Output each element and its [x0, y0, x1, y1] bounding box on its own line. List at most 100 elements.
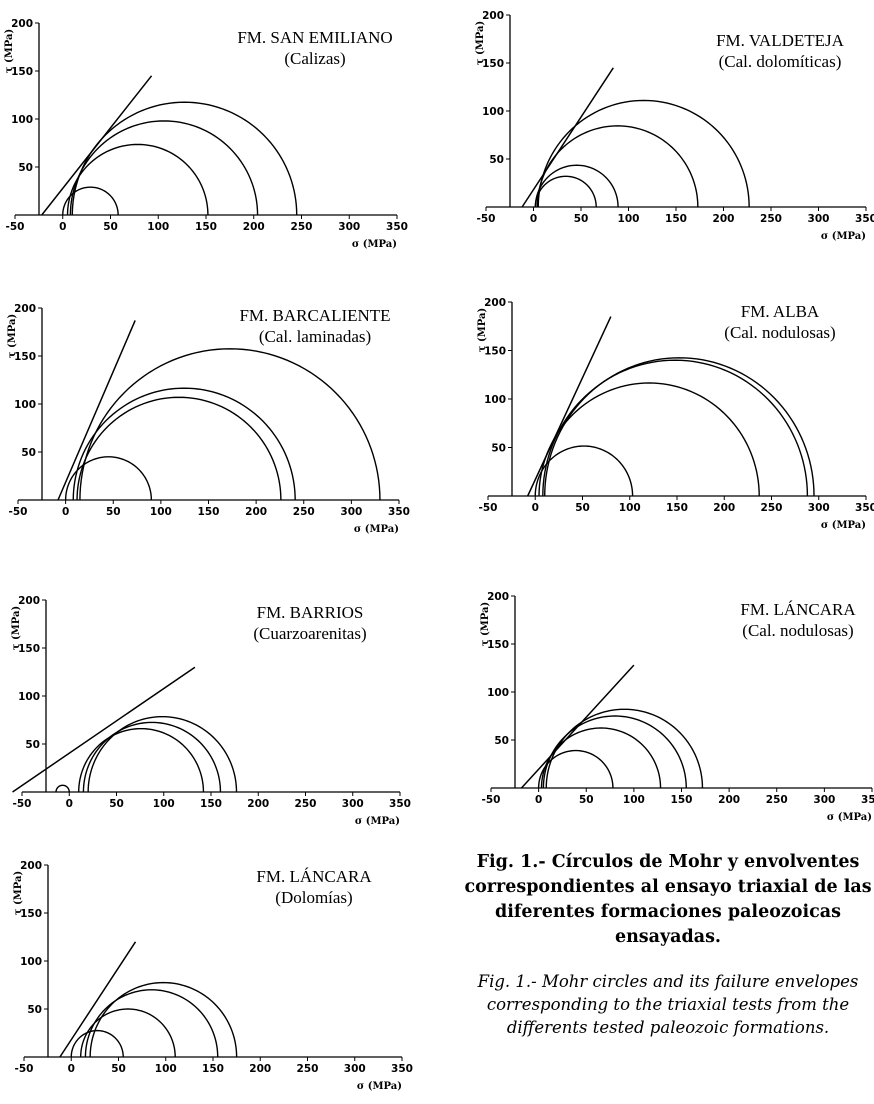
chart-title: FM. LÁNCARA: [740, 600, 856, 619]
x-tick-label: 350: [855, 213, 874, 225]
mohr-circle: [80, 1008, 176, 1058]
x-tick-label: 350: [391, 1063, 413, 1075]
chart-title: FM. BARCALIENTE: [239, 306, 390, 325]
mohr-circle: [72, 387, 296, 501]
chart-title: FM. VALDETEJA: [716, 31, 845, 50]
x-tick-label: 300: [344, 1063, 366, 1075]
y-axis-label: τ (MPa): [477, 308, 488, 352]
x-tick-label: -50: [477, 213, 496, 225]
x-tick-label: 100: [623, 794, 645, 806]
x-tick-label: 150: [665, 213, 687, 225]
y-tick-label: 50: [25, 739, 40, 751]
x-tick-label: -50: [15, 1063, 34, 1075]
x-tick-label: 0: [59, 221, 66, 233]
failure-envelope: [527, 316, 612, 497]
mohr-circle: [79, 348, 381, 501]
chart-subtitle: (Calizas): [284, 49, 345, 68]
x-tick-label: -50: [482, 794, 501, 806]
x-tick-label: 0: [68, 1063, 75, 1075]
x-tick-label: 200: [245, 506, 267, 518]
y-axis-label: τ (MPa): [13, 871, 24, 915]
chart-title: FM. ALBA: [741, 302, 820, 321]
mohr-circle: [62, 186, 119, 216]
mohr-circle: [542, 359, 809, 497]
x-tick-label: 0: [66, 798, 73, 810]
chart-panel-4: -50 0 50 100 150 200 250 300 350 50 100 150 200 σ (MP…: [477, 297, 874, 531]
mohr-circle: [78, 727, 205, 793]
x-tick-label: 50: [574, 213, 589, 225]
chart-panel-3: -50 0 50 100 150 200 250 300 350 50 100 150 200 σ (MP…: [7, 303, 410, 535]
x-tick-label: 350: [386, 221, 408, 233]
chart-title: FM. BARRIOS: [257, 603, 364, 622]
mohr-circle: [70, 1029, 124, 1058]
mohr-circle: [537, 749, 614, 789]
x-tick-label: 300: [338, 221, 360, 233]
x-tick-label: 200: [718, 794, 740, 806]
chart-panel-5: -50 0 50 100 150 200 250 300 350 50 100 150 200 σ (MP…: [11, 595, 411, 827]
x-tick-label: 0: [530, 213, 537, 225]
x-tick-label: 150: [200, 798, 222, 810]
y-tick-label: 100: [487, 687, 509, 699]
mohr-circle: [69, 120, 259, 216]
figure-caption: Fig. 1.- Círculos de Mohr y envolventes …: [462, 850, 874, 1039]
x-tick-label: 200: [243, 221, 265, 233]
x-axis-label: σ (MPa): [354, 524, 399, 535]
x-tick-label: 50: [111, 1063, 126, 1075]
x-tick-label: -50: [13, 798, 32, 810]
y-tick-label: 200: [482, 10, 504, 22]
chart-subtitle: (Cal. nodulosas): [742, 621, 853, 640]
chart-panel-1: -50 0 50 100 150 200 250 300 350 50 100 150 200 σ (MP…: [4, 18, 408, 250]
x-tick-label: 100: [150, 506, 172, 518]
y-tick-label: 150: [18, 643, 40, 655]
y-tick-label: 200: [20, 860, 42, 872]
failure-envelope: [520, 664, 635, 789]
x-tick-label: 100: [155, 1063, 177, 1075]
y-tick-label: 100: [11, 114, 33, 126]
x-axis-label: σ (MPa): [357, 1081, 402, 1092]
y-tick-label: 150: [20, 908, 42, 920]
chart-subtitle: (Cal. dolomíticas): [719, 52, 842, 71]
y-tick-label: 200: [11, 18, 33, 30]
x-tick-label: 100: [147, 221, 169, 233]
mohr-circle: [82, 721, 222, 793]
x-tick-label: 100: [153, 798, 175, 810]
y-tick-label: 100: [484, 394, 506, 406]
failure-envelope: [12, 666, 196, 793]
x-tick-label: 0: [532, 502, 539, 514]
x-tick-label: 150: [198, 506, 220, 518]
chart-panel-2: -50 0 50 100 150 200 250 300 350 50 100 150 200 σ (MP…: [475, 10, 874, 242]
mohr-circle: [84, 989, 219, 1058]
y-tick-label: 50: [494, 735, 509, 747]
y-tick-label: 150: [484, 346, 506, 358]
y-tick-label: 200: [14, 303, 36, 315]
x-tick-label: 200: [713, 213, 735, 225]
mohr-circle: [87, 715, 238, 793]
failure-envelope: [41, 75, 153, 216]
mohr-circle: [64, 456, 153, 501]
y-axis-label: τ (MPa): [475, 21, 486, 65]
x-tick-label: 250: [291, 221, 313, 233]
x-tick-label: 50: [575, 502, 590, 514]
x-tick-label: 250: [766, 794, 788, 806]
y-tick-label: 150: [14, 351, 36, 363]
x-tick-label: 50: [109, 798, 124, 810]
x-tick-label: -50: [9, 506, 28, 518]
x-tick-label: 50: [106, 506, 121, 518]
mohr-circle: [534, 164, 619, 208]
x-tick-label: 300: [342, 798, 364, 810]
y-axis-label: τ (MPa): [11, 606, 22, 650]
mohr-circle: [536, 125, 699, 208]
mohr-circle: [545, 708, 704, 789]
y-axis-label: τ (MPa): [4, 29, 15, 73]
x-tick-label: 300: [808, 213, 830, 225]
chart-subtitle: (Cuarzoarenitas): [253, 624, 366, 643]
chart-subtitle: (Dolomías): [275, 888, 352, 907]
failure-envelope: [59, 941, 137, 1058]
y-tick-label: 50: [491, 443, 506, 455]
x-tick-label: 350: [861, 794, 874, 806]
x-tick-label: 150: [202, 1063, 224, 1075]
x-tick-label: 200: [713, 502, 735, 514]
y-tick-label: 200: [487, 591, 509, 603]
y-axis-label: τ (MPa): [480, 602, 491, 646]
